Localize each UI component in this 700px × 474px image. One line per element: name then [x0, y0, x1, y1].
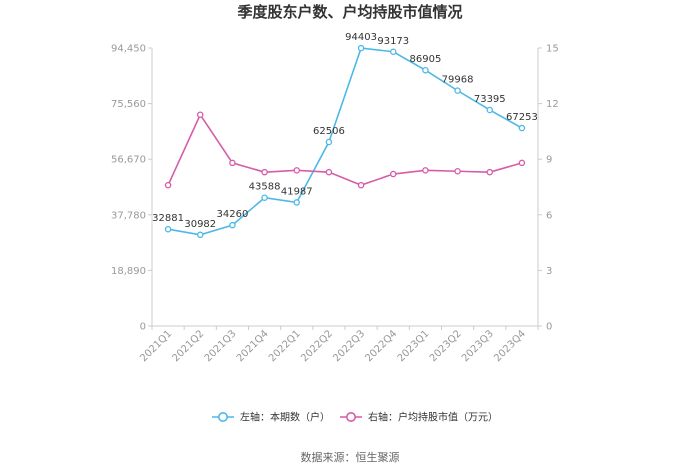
series-2-point: [357, 181, 365, 189]
series-2-point: [325, 168, 333, 176]
data-label: 41987: [281, 186, 313, 197]
series-2-point: [164, 181, 172, 189]
x-tick-label: 2022Q2: [299, 328, 335, 364]
data-label: 93173: [377, 36, 409, 47]
x-tick-label: 2023Q1: [396, 328, 432, 364]
series-1-point: [229, 221, 236, 229]
series-1-point: [486, 106, 493, 114]
series-2-point: [196, 111, 204, 118]
series-1-point: [261, 194, 268, 201]
data-label: 30982: [184, 219, 216, 230]
legend-label: 左轴：本期数（户）: [240, 411, 330, 424]
series-2-point: [422, 167, 429, 174]
right-tick-label: 6: [546, 210, 552, 221]
data-label: 94403: [345, 32, 377, 43]
x-tick-label: 2021Q3: [203, 328, 239, 364]
series-layer: [164, 44, 526, 239]
data-label: 32881: [152, 213, 184, 224]
right-tick-label: 15: [546, 44, 559, 55]
data-label: 67253: [506, 112, 538, 123]
series-1-point: [422, 66, 429, 74]
data-label: 34260: [217, 209, 249, 220]
x-tick-label: 2022Q3: [331, 328, 367, 364]
data-label: 73395: [474, 94, 506, 105]
series-2-point: [293, 167, 300, 174]
right-tick-label: 12: [546, 99, 559, 110]
legend-swatch-marker: [345, 411, 356, 422]
series-1-point: [293, 199, 300, 206]
series-2-point: [229, 159, 236, 167]
x-tick-label: 2022Q4: [364, 328, 400, 364]
series-2-point: [454, 167, 461, 175]
legend-label: 右轴：户均持股市值（万元）: [368, 411, 498, 424]
series-line-2: [167, 113, 523, 187]
series-2-point: [518, 159, 526, 167]
source-note: 数据来源：恒生聚源: [301, 450, 400, 464]
right-tick-label: 0: [546, 322, 552, 333]
series-2-point: [261, 168, 268, 176]
x-tick-label: 2021Q1: [138, 328, 174, 364]
series-1-point: [196, 231, 204, 239]
data-label: 62506: [313, 126, 345, 137]
right-tick-label: 9: [546, 155, 552, 166]
series-line-1: [167, 47, 523, 236]
series-2-point: [389, 170, 397, 178]
data-label: 86905: [410, 54, 442, 65]
x-tick-label: 2023Q4: [492, 328, 528, 364]
series-2-point: [486, 168, 493, 176]
series-1-point: [454, 87, 461, 94]
left-tick-label: 75,560: [111, 99, 146, 110]
left-tick-label: 37,780: [111, 210, 146, 221]
series-1-point: [518, 124, 526, 132]
right-tick-label: 3: [546, 266, 552, 277]
x-tick-label: 2021Q4: [235, 328, 271, 364]
series-1-point: [389, 48, 397, 56]
series-1-point: [325, 138, 333, 146]
series-1-point: [357, 44, 365, 52]
left-tick-label: 0: [140, 322, 146, 333]
x-tick-label: 2022Q1: [267, 328, 303, 364]
chart-title: 季度股东户数、户均持股市值情况: [237, 3, 462, 21]
legend-swatch-marker: [218, 411, 229, 422]
legend[interactable]: 左轴：本期数（户） 右轴：户均持股市值（万元）: [212, 411, 498, 424]
axes: 0 18,890 37,780 56,670 75,560 94,450 0 3 6 9 12 15 2…: [111, 44, 559, 365]
left-tick-label: 94,450: [111, 44, 146, 55]
x-tick-label: 2021Q2: [171, 328, 207, 364]
data-label: 43588: [249, 182, 281, 193]
left-tick-label: 18,890: [111, 266, 146, 277]
x-tick-label: 2023Q2: [428, 328, 464, 364]
x-tick-label: 2023Q3: [460, 328, 496, 364]
series-1-point: [164, 225, 172, 233]
data-label: 79968: [442, 75, 474, 86]
left-tick-label: 56,670: [111, 155, 146, 166]
